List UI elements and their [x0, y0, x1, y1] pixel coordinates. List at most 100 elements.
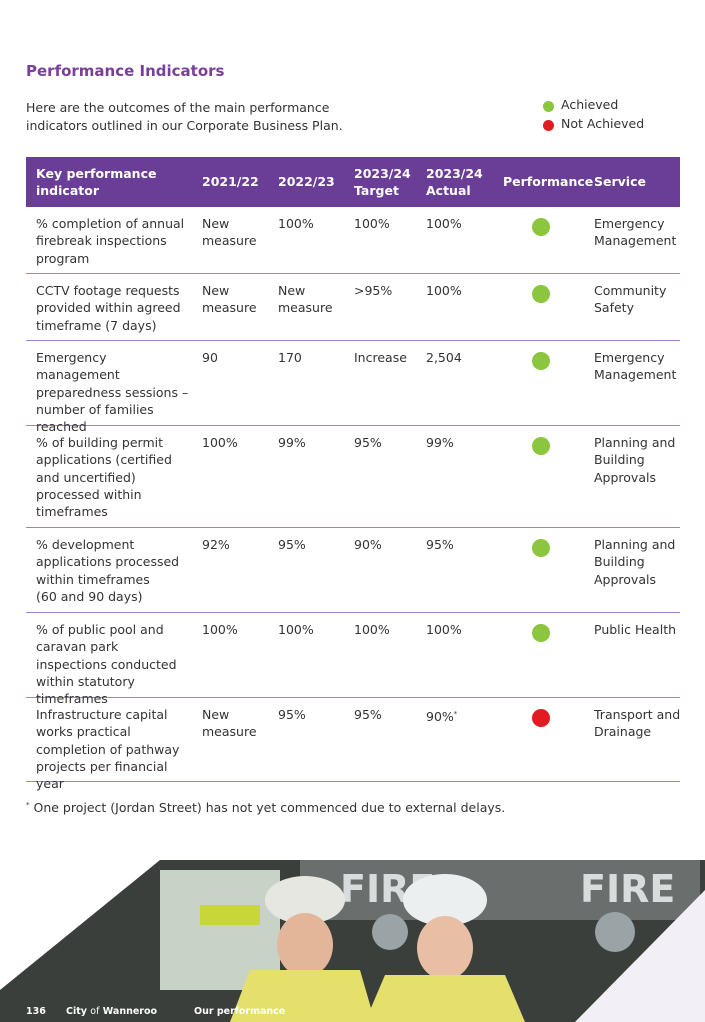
table-cell: 100% [354, 621, 422, 638]
table-cell: 95% [426, 536, 498, 553]
cell-text: 100% [426, 283, 462, 298]
legend-dot [543, 101, 554, 112]
cell-text: 100% [354, 216, 390, 231]
header-cell: Performance [503, 174, 594, 189]
cell-text: 90% [426, 709, 454, 725]
section-name: Our performance [194, 1006, 286, 1017]
table-cell: 100% [202, 621, 272, 638]
table-cell: 100% [426, 215, 498, 232]
performance-dot [532, 285, 550, 303]
cell-text: % of building permit applications (certi… [36, 435, 172, 520]
table-cell: 170 [278, 349, 348, 366]
table-cell: 100% [426, 621, 498, 638]
table-cell: 100% [278, 215, 348, 232]
org-name: City of Wanneroo [66, 1006, 157, 1017]
table-header: Key performance indicator 2021/22 2022/23 2… [26, 157, 680, 207]
table-row: Emergency management preparedness sessio… [26, 341, 680, 434]
cell-text: 100% [278, 216, 314, 231]
svg-text:FIRE: FIRE [580, 867, 675, 911]
table-cell: 90 [202, 349, 272, 366]
cell-text: 100% [426, 216, 462, 231]
table-cell: Planning and Building Approvals [594, 435, 676, 485]
cell-text: New measure [278, 283, 333, 316]
table-cell: 90%* [426, 706, 498, 725]
cell-text: 100% [426, 622, 462, 637]
footnote-text: One project (Jordan Street) has not yet … [33, 800, 506, 815]
org-name-1: City [66, 1006, 87, 1017]
table-cell: New measure [278, 282, 348, 317]
cell-text: 95% [354, 435, 382, 450]
table-cell: 90% [354, 536, 422, 553]
table-cell: >95% [354, 282, 422, 299]
table-cell: New measure [202, 215, 272, 250]
performance-dot [532, 437, 550, 455]
table-cell: Community Safety [594, 283, 667, 316]
table-cell: 95% [278, 536, 348, 553]
cell-text: % of public pool and caravan park inspec… [36, 622, 177, 707]
table-cell: Public Health [594, 622, 677, 637]
table-cell: 100% [278, 621, 348, 638]
table-cell: % of public pool and caravan park inspec… [36, 621, 191, 707]
table-row: % of building permit applications (certi… [26, 426, 680, 528]
table-row: Infrastructure capital works practical c… [26, 698, 680, 791]
legend-dot [543, 120, 554, 131]
cell-text: 95% [278, 537, 306, 552]
performance-dot [532, 539, 550, 557]
table-cell: 100% [202, 434, 272, 451]
performance-dot [532, 709, 550, 727]
table-cell: Emergency Management [594, 216, 677, 249]
cell-text: New measure [202, 283, 257, 316]
performance-dot [532, 218, 550, 236]
cell-text: 100% [202, 622, 238, 637]
table-cell: 95% [278, 706, 348, 723]
cell-text: % development applications processed wit… [36, 537, 180, 604]
table-cell: 92% [202, 536, 272, 553]
cell-text: 90% [354, 537, 382, 552]
table-cell: 95% [354, 434, 422, 451]
table-cell: Emergency Management [594, 350, 677, 383]
table-cell: 100% [426, 282, 498, 299]
table-cell: CCTV footage requests provided within ag… [36, 282, 191, 334]
table-cell: Planning and Building Approvals [594, 537, 676, 587]
footnote-marker: * [26, 800, 30, 809]
table-cell: 2,504 [426, 349, 498, 366]
cell-text: New measure [202, 216, 257, 249]
footnote: * One project (Jordan Street) has not ye… [26, 800, 505, 815]
table-cell: Transport and Drainage [594, 707, 681, 740]
cell-text: 100% [278, 622, 314, 637]
cell-text: 99% [426, 435, 454, 450]
intro: Here are the outcomes of the main perfor… [26, 100, 343, 133]
cell-text: % completion of annual firebreak inspect… [36, 216, 185, 266]
cell-text: New measure [202, 707, 257, 740]
header-cell: 2023/24 Actual [426, 166, 483, 198]
org-name-2: of [90, 1006, 100, 1017]
table-cell: New measure [202, 282, 272, 317]
legend-label: Achieved [561, 97, 619, 112]
table-row: CCTV footage requests provided within ag… [26, 274, 680, 341]
cell-text: 100% [354, 622, 390, 637]
table-cell: Infrastructure capital works practical c… [36, 706, 191, 792]
cell-text: >95% [354, 283, 393, 298]
performance-dot [532, 352, 550, 370]
footnote-marker: * [453, 710, 458, 718]
cell-text: Emergency management preparedness sessio… [36, 350, 189, 435]
header-cell: Key performance indicator [36, 166, 157, 198]
table-cell: 95% [354, 706, 422, 723]
title: Performance Indicators [26, 62, 225, 80]
cell-text: 92% [202, 537, 230, 552]
cell-text: 99% [278, 435, 306, 450]
cell-text: 95% [278, 707, 306, 722]
cell-text: 100% [202, 435, 238, 450]
cell-text: Infrastructure capital works practical c… [36, 707, 180, 792]
cell-text: Increase [354, 350, 407, 365]
cell-text: CCTV footage requests provided within ag… [36, 283, 181, 333]
photo: FIRE FIRE [0, 860, 705, 1022]
table-row: % development applications processed wit… [26, 528, 680, 613]
header-cell: 2021/22 [202, 174, 259, 189]
performance-dot [532, 624, 550, 642]
table-row: % of public pool and caravan park inspec… [26, 613, 680, 706]
page-number: 136 [26, 1006, 46, 1017]
table-cell: 99% [278, 434, 348, 451]
cell-text: 170 [278, 350, 302, 365]
table-cell: Increase [354, 349, 422, 366]
